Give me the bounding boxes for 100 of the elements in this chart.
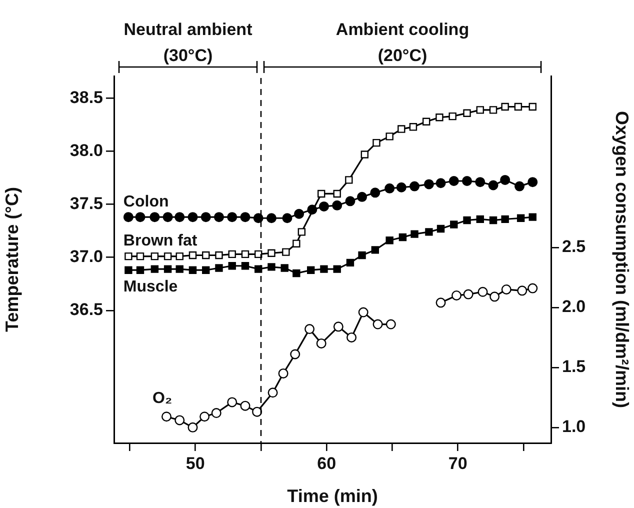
point [211,408,222,418]
point [448,176,459,186]
text: Ambient cooling (20°C) [336,20,470,65]
point [174,415,185,426]
point [124,252,132,260]
point [452,290,462,300]
point [398,233,407,242]
point [215,251,223,260]
point [358,307,368,318]
point [345,196,356,206]
x-tick-label: 60 [317,454,336,473]
point [136,266,144,274]
point [501,215,509,224]
point [371,246,380,254]
point [345,176,353,184]
point [150,265,159,273]
point [372,138,380,147]
point [317,190,326,198]
point [358,251,366,260]
point [516,214,525,222]
series-label: Colon [123,193,169,210]
point [241,250,250,258]
point [332,200,342,210]
point [240,400,250,411]
point [188,212,198,222]
series-label: Brown fat [123,232,198,250]
point [306,266,315,274]
point [528,213,536,221]
point [268,263,276,271]
point [202,266,210,274]
point [202,251,210,260]
point [294,208,304,219]
y2-tick-label: 1.0 [562,417,586,436]
point [200,212,211,222]
point [162,212,173,222]
point [360,150,369,158]
point [292,240,300,248]
point [150,212,160,222]
point [514,102,522,111]
point [490,292,500,302]
point [462,176,472,186]
point [333,190,341,198]
point [410,181,420,192]
y-tick-label: 38.0 [70,140,103,160]
text: Neutral ambient (30°C) [124,20,253,65]
point [436,178,446,188]
point [266,213,276,224]
point [424,179,434,190]
point [227,397,238,408]
point [176,252,184,260]
point [489,216,498,224]
point [188,422,198,432]
point [215,264,223,272]
point [188,251,197,260]
y2-tick-label: 1.5 [562,357,586,376]
point [436,224,445,233]
point [320,265,328,273]
x-tick-label: 70 [448,454,468,473]
point [200,412,210,422]
point [268,388,278,398]
y-tick-label: 37.0 [70,247,103,266]
point [188,266,197,274]
point [370,188,380,198]
point [425,228,433,236]
point [164,252,172,260]
y2-tick-label: 2.0 [562,297,586,316]
point [409,123,418,131]
point [304,324,315,334]
point [501,284,512,294]
y-tick-label: 37.5 [70,194,103,214]
point [386,319,396,330]
y-axis-title: Temperature (°C) [2,187,22,332]
point [398,125,406,133]
point [450,220,458,228]
point [517,286,528,296]
point [357,192,368,202]
series-label: O₂ [152,390,172,408]
point [254,265,262,273]
point [422,118,430,126]
series-label: Muscle [123,278,178,296]
point [448,112,456,120]
point [136,252,144,260]
point [384,183,395,194]
point [123,212,134,222]
point [214,212,224,222]
point [488,180,498,190]
point [253,213,264,224]
point [463,109,471,117]
point [252,406,262,417]
point [528,102,536,111]
point [227,212,238,222]
point [514,181,525,192]
point [410,230,418,238]
point [500,174,510,185]
point [292,269,300,278]
y-tick-label: 36.5 [70,300,103,320]
point [282,248,290,256]
point [282,213,292,224]
x-tick-label: 50 [186,454,205,473]
point [164,265,172,273]
